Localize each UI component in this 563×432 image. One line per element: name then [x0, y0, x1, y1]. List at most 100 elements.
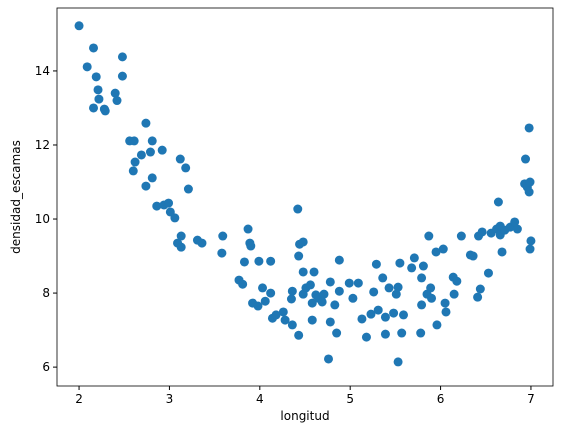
point	[427, 293, 437, 303]
point	[110, 88, 120, 98]
point	[399, 310, 409, 320]
point	[82, 62, 92, 72]
point	[330, 300, 340, 310]
point	[477, 227, 487, 237]
point	[418, 261, 428, 271]
point	[197, 238, 207, 248]
point	[141, 181, 151, 191]
point	[361, 332, 371, 342]
point	[497, 247, 507, 257]
point	[89, 43, 99, 53]
point	[473, 292, 483, 302]
point	[130, 157, 140, 167]
point	[524, 187, 534, 197]
point	[307, 298, 317, 308]
point	[395, 258, 405, 268]
point	[280, 315, 290, 325]
point	[426, 283, 436, 293]
point	[117, 71, 127, 81]
x-tick-label: 3	[166, 392, 174, 406]
y-tick-label: 8	[42, 286, 50, 300]
x-axis-label: longitud	[280, 409, 329, 423]
point	[456, 231, 466, 241]
point	[253, 301, 263, 311]
point	[152, 201, 162, 211]
point	[525, 244, 535, 254]
point	[181, 163, 191, 173]
point	[378, 273, 388, 283]
point	[271, 310, 281, 320]
point	[449, 289, 459, 299]
point	[117, 52, 127, 62]
point	[380, 329, 390, 339]
point	[319, 289, 329, 299]
point	[164, 198, 174, 208]
point	[170, 213, 180, 223]
point	[147, 173, 157, 183]
point	[175, 154, 185, 164]
point	[286, 294, 296, 304]
x-tick-label: 2	[75, 392, 83, 406]
point	[112, 96, 122, 106]
point	[407, 263, 417, 273]
point	[441, 307, 451, 317]
point	[278, 307, 288, 317]
point	[293, 204, 303, 214]
y-tick-label: 12	[35, 138, 50, 152]
y-axis-label: densidad_escamas	[9, 140, 23, 254]
point	[258, 283, 268, 293]
point	[524, 123, 534, 133]
point	[389, 308, 399, 318]
point	[94, 94, 104, 104]
point	[371, 259, 381, 269]
point	[373, 305, 383, 315]
point	[325, 277, 335, 287]
point	[298, 237, 308, 247]
point	[366, 309, 376, 319]
point	[510, 217, 520, 227]
point	[298, 267, 308, 277]
point	[417, 273, 427, 283]
point	[100, 106, 110, 116]
point	[483, 268, 493, 278]
point	[493, 197, 503, 207]
point	[348, 293, 358, 303]
point	[141, 118, 151, 128]
point	[397, 328, 407, 338]
x-tick-label: 7	[527, 392, 535, 406]
point	[294, 330, 304, 340]
point	[344, 278, 354, 288]
x-tick-label: 4	[256, 392, 264, 406]
point	[380, 312, 390, 322]
point	[309, 267, 319, 277]
plot-frame	[56, 7, 554, 387]
point	[266, 256, 276, 266]
point	[357, 314, 367, 324]
point	[176, 231, 186, 241]
point	[353, 278, 363, 288]
point	[332, 328, 342, 338]
point	[287, 320, 297, 330]
point	[334, 286, 344, 296]
point	[391, 289, 401, 299]
point	[287, 286, 297, 296]
x-tick-label: 5	[346, 392, 354, 406]
point	[260, 296, 270, 306]
point	[238, 279, 248, 289]
point	[393, 282, 403, 292]
point	[305, 280, 315, 290]
point	[475, 284, 485, 294]
point	[334, 255, 344, 265]
point	[468, 251, 478, 261]
y-tick-label: 14	[35, 64, 50, 78]
point	[521, 154, 531, 164]
point	[440, 298, 450, 308]
point	[317, 297, 327, 307]
point	[393, 357, 403, 367]
point	[307, 315, 317, 325]
point	[157, 145, 167, 155]
point	[416, 328, 426, 338]
point	[176, 242, 186, 252]
